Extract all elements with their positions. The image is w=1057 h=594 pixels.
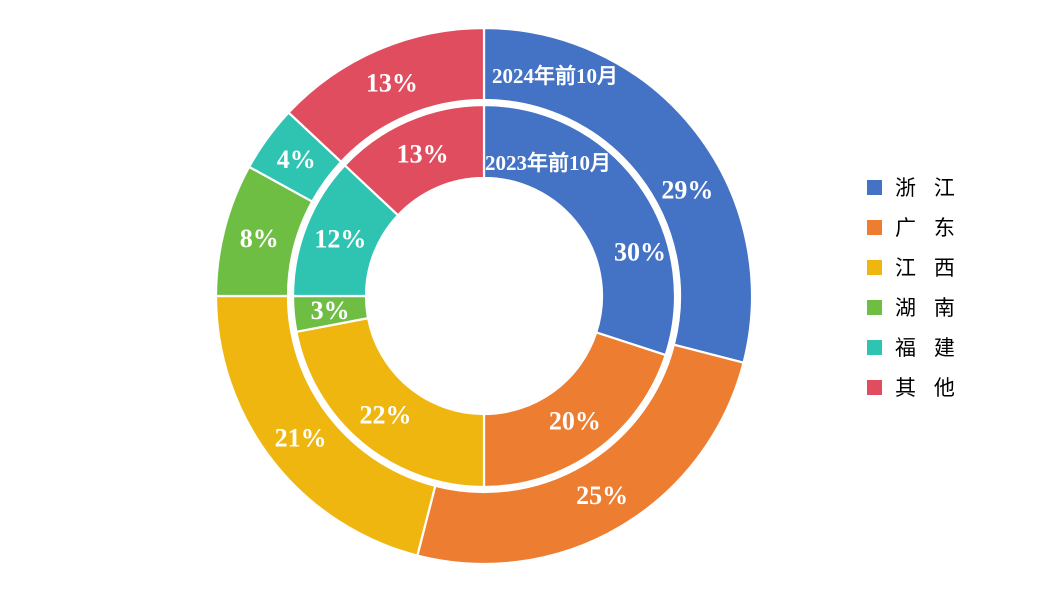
legend-swatch-icon [867, 219, 882, 235]
legend-swatch-icon [867, 339, 882, 355]
legend-swatch-icon [867, 379, 882, 395]
legend-swatch-icon [867, 259, 882, 275]
legend-item: 江 西 [867, 247, 955, 287]
slice-s1-c0 [482, 103, 677, 357]
slice-s1-c5 [343, 103, 486, 217]
legend-item: 浙 江 [867, 167, 955, 207]
slice-label-s1-c2: 22% [360, 401, 412, 430]
legend-item: 其 他 [867, 367, 955, 407]
slice-label-s0-c4: 4% [277, 145, 316, 174]
legend-label: 福 建 [895, 336, 955, 360]
slice-label-s0-c2: 21% [275, 424, 327, 453]
slice-label-s0-c5: 13% [366, 69, 418, 98]
legend-label: 广 东 [895, 216, 955, 240]
slice-label-s1-c5: 13% [397, 140, 449, 169]
legend-swatch-icon [867, 299, 882, 315]
legend-item: 广 东 [867, 207, 955, 247]
legend-item: 福 建 [867, 327, 955, 367]
slice-label-s1-c1: 20% [549, 406, 601, 435]
slice-label-s1-c3: 3% [311, 296, 350, 325]
slice-label-s0-c1: 25% [576, 481, 628, 510]
legend-label: 江 西 [895, 256, 955, 280]
legend-label: 其 他 [895, 376, 955, 400]
legend-item: 湖 南 [867, 287, 955, 327]
slice-label-s1-c0: 30% [614, 238, 666, 267]
slice-label-s0-c0: 29% [661, 175, 713, 204]
legend-swatch-icon [867, 179, 882, 195]
slice-s0-c5 [287, 26, 486, 163]
slice-label-s0-c3: 8% [240, 224, 279, 253]
legend-label: 湖 南 [895, 296, 955, 320]
slice-s0-c0 [482, 26, 754, 364]
legend-label: 浙 江 [895, 176, 955, 200]
legend: 浙 江广 东江 西湖 南福 建其 他 [867, 167, 955, 407]
slice-label-s1-c4: 12% [314, 225, 366, 254]
